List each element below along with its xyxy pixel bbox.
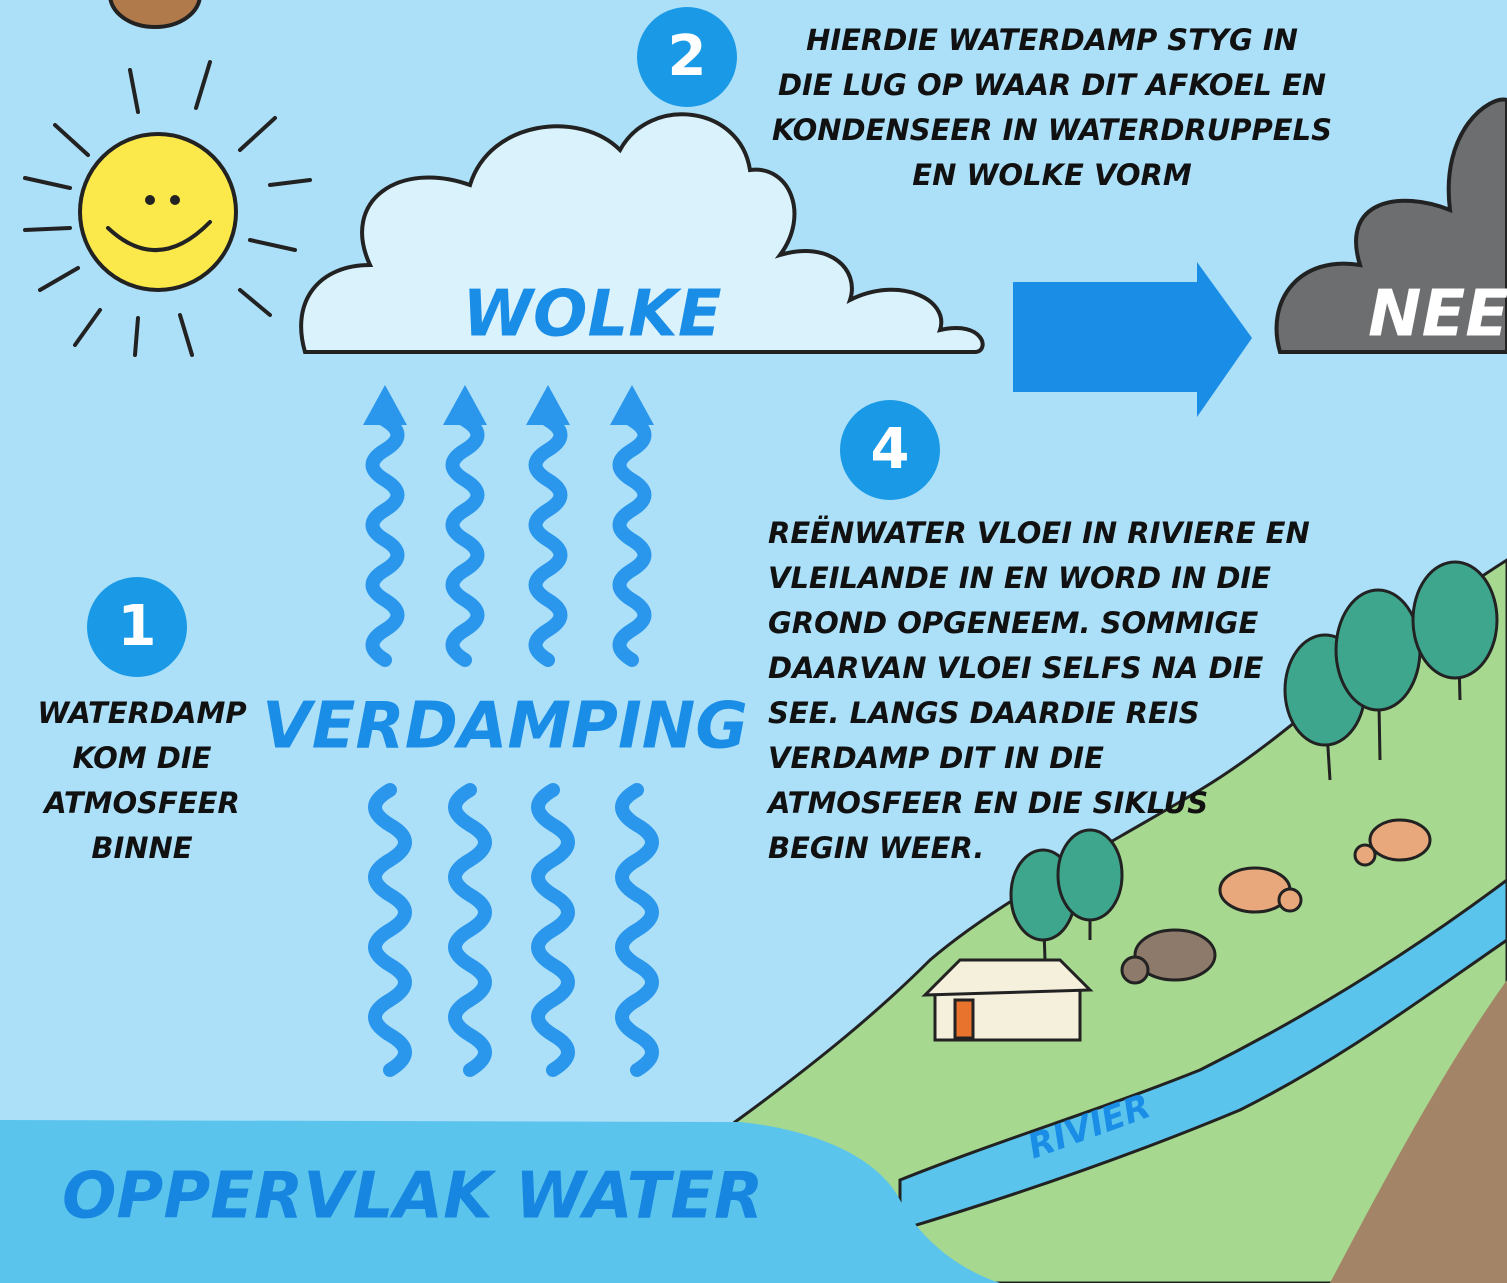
step-text: VERDAMP DIT IN DIE [768, 741, 1104, 775]
step-text: DAARVAN VLOEI SELFS NA DIE [768, 651, 1263, 685]
step-text: ATMOSFEER [42, 786, 240, 820]
step-text: BINNE [91, 831, 192, 865]
step-text: EN WOLKE VORM [912, 158, 1192, 192]
step-text: REËNWATER VLOEI IN RIVIERE EN [768, 516, 1310, 550]
step-text: WATERDAMP [37, 696, 246, 730]
step-number: 4 [871, 417, 910, 482]
step-number: 2 [668, 24, 707, 89]
step-text: GROND OPGENEEM. SOMMIGE [768, 606, 1258, 640]
step-text: KOM DIE [73, 741, 212, 775]
surface-water-label: OPPERVLAK WATER [62, 1160, 763, 1234]
evaporation-label: VERDAMPING [262, 690, 748, 764]
step-text: VLEILANDE IN EN WORD IN DIE [768, 561, 1271, 595]
step-text: BEGIN WEER. [768, 831, 984, 865]
page: 1 WATERDAMP KOM DIE ATMOSFEER BINNE 2 HIERDIE … [0, 0, 1507, 1283]
step-text: SEE. LANGS DAARDIE REIS [768, 696, 1199, 730]
step-text: ATMOSFEER EN DIE SIKLUS [766, 786, 1208, 820]
step-number: 1 [118, 594, 157, 659]
step-text: DIE LUG OP WAAR DIT AFKOEL EN [778, 68, 1326, 102]
house [925, 960, 1090, 1040]
precipitation-label: NEE [1368, 278, 1507, 352]
water-cycle-diagram: 1 WATERDAMP KOM DIE ATMOSFEER BINNE 2 HIERDIE … [0, 0, 1507, 1283]
clouds-label: WOLKE [462, 278, 721, 352]
step-text: KONDENSEER IN WATERDRUPPELS [772, 113, 1332, 147]
step-text: HIERDIE WATERDAMP STYG IN [806, 23, 1298, 57]
